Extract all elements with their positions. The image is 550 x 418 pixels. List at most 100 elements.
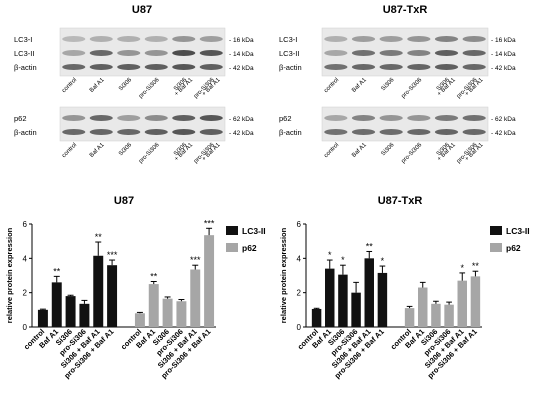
blot-band <box>62 36 86 42</box>
significance-label: *** <box>190 255 201 265</box>
legend-label: LC3-II <box>506 226 530 236</box>
blot-lane-label: pro-Si306 <box>401 77 424 100</box>
blot-title: U87-TxR <box>383 4 428 16</box>
blot-lane-label: control <box>61 142 78 159</box>
blot-band <box>172 64 196 70</box>
blot-band <box>351 64 376 70</box>
blot-row-label: p62 <box>279 114 292 123</box>
bar-lc3-ii <box>311 308 322 327</box>
blot-band <box>351 50 376 56</box>
legend-swatch <box>490 243 502 252</box>
blot-band <box>89 129 113 135</box>
blot-lane-label: Si306 <box>380 77 396 93</box>
kda-marker: - 42 kDa <box>491 130 516 137</box>
blot-lane-label: control <box>61 77 78 94</box>
blot-band <box>117 115 141 121</box>
significance-label: * <box>381 256 385 266</box>
significance-label: * <box>460 263 464 273</box>
blot-band <box>434 50 459 56</box>
bar-p62 <box>190 269 201 327</box>
kda-marker: - 62 kDa <box>229 116 254 123</box>
blot-band <box>324 50 348 56</box>
kda-marker: - 16 kDa <box>491 37 516 44</box>
blot-band <box>144 115 168 121</box>
bar-lc3-ii <box>37 309 48 327</box>
blot-band <box>379 50 403 56</box>
blot-band <box>144 36 168 42</box>
blot-panel-1: U87-TxR LC3-I - 16 kDa LC3-II - 14 kDa β-acti… <box>279 4 516 165</box>
blot-band <box>117 36 141 42</box>
blot-band <box>462 36 486 42</box>
chart-title: U87 <box>114 195 134 207</box>
y-axis-label: relative protein expression <box>5 227 14 323</box>
blot-band <box>199 36 223 42</box>
bar-lc3-ii <box>377 272 388 327</box>
blot-band <box>172 36 196 42</box>
blot-lane-label: Baf A1 <box>351 77 368 94</box>
blot-membrane <box>321 27 489 77</box>
kda-marker: - 42 kDa <box>229 65 254 72</box>
blot-band <box>407 64 431 70</box>
blot-band <box>379 36 403 42</box>
blot-band <box>407 36 431 42</box>
legend-label: LC3-II <box>242 226 266 236</box>
kda-marker: - 42 kDa <box>491 65 516 72</box>
y-tick-label: 2 <box>23 289 28 298</box>
y-tick-label: 6 <box>23 220 28 229</box>
blot-lane-label: pro-Si306 <box>138 77 161 100</box>
blot-band <box>462 129 486 135</box>
legend-swatch <box>226 226 238 235</box>
blot-row-label: LC3-I <box>14 35 32 44</box>
blot-lane-label: Si306 <box>118 77 134 93</box>
blot-membrane <box>59 106 226 142</box>
y-tick-label: 0 <box>297 323 302 332</box>
blot-panel-0: U87 LC3-I - 16 kDa LC3-II - 14 kDa β-actin - 4… <box>14 4 254 165</box>
blot-lane-label: Baf A1 <box>351 142 368 159</box>
blot-band <box>117 64 141 70</box>
legend-swatch <box>490 226 502 235</box>
bar-p62 <box>444 304 454 327</box>
bar-lc3-ii <box>325 268 335 327</box>
significance-label: ** <box>472 261 480 271</box>
blot-band <box>172 129 196 135</box>
p62-blot: p62 - 62 kDa β-actin - 42 kDa <box>14 106 254 142</box>
blot-band <box>89 36 113 42</box>
blot-band <box>324 129 348 135</box>
blot-band <box>407 50 431 56</box>
blot-lane-label: control <box>323 77 340 94</box>
blot-lane-label: pro-Si306 <box>401 142 424 165</box>
significance-label: * <box>328 250 332 260</box>
blot-band <box>199 64 223 70</box>
blot-lane-label: Si306 <box>118 142 134 158</box>
kda-marker: - 42 kDa <box>229 130 254 137</box>
legend-label: p62 <box>506 243 521 253</box>
blot-lane-label: pro-Si306 <box>138 142 161 165</box>
blot-row-label: LC3-I <box>279 35 297 44</box>
bar-p62 <box>162 298 173 327</box>
y-tick-label: 4 <box>23 254 28 263</box>
blot-row-label: β-actin <box>14 128 37 137</box>
blot-row-label: p62 <box>14 114 27 123</box>
bar-lc3-ii <box>51 282 62 327</box>
blot-lane-label: control <box>323 142 340 159</box>
blot-band <box>434 129 459 135</box>
blot-row-label: β-actin <box>279 128 302 137</box>
blot-lane-label: Si306 <box>380 142 396 158</box>
y-tick-label: 6 <box>297 220 302 229</box>
blot-lane-label: Baf A1 <box>89 142 106 159</box>
blot-band <box>407 129 431 135</box>
blot-band <box>351 129 376 135</box>
blot-band <box>407 115 431 121</box>
y-tick-label: 2 <box>297 289 302 298</box>
blot-row-label: β-actin <box>14 63 37 72</box>
blot-band <box>144 50 168 56</box>
blot-band <box>172 115 196 121</box>
blot-band <box>144 129 168 135</box>
bar-p62 <box>134 313 145 327</box>
bar-p62 <box>148 284 159 327</box>
bar-p62 <box>457 280 467 327</box>
blot-row-label: β-actin <box>279 63 302 72</box>
blot-band <box>379 115 403 121</box>
blot-band <box>324 115 348 121</box>
